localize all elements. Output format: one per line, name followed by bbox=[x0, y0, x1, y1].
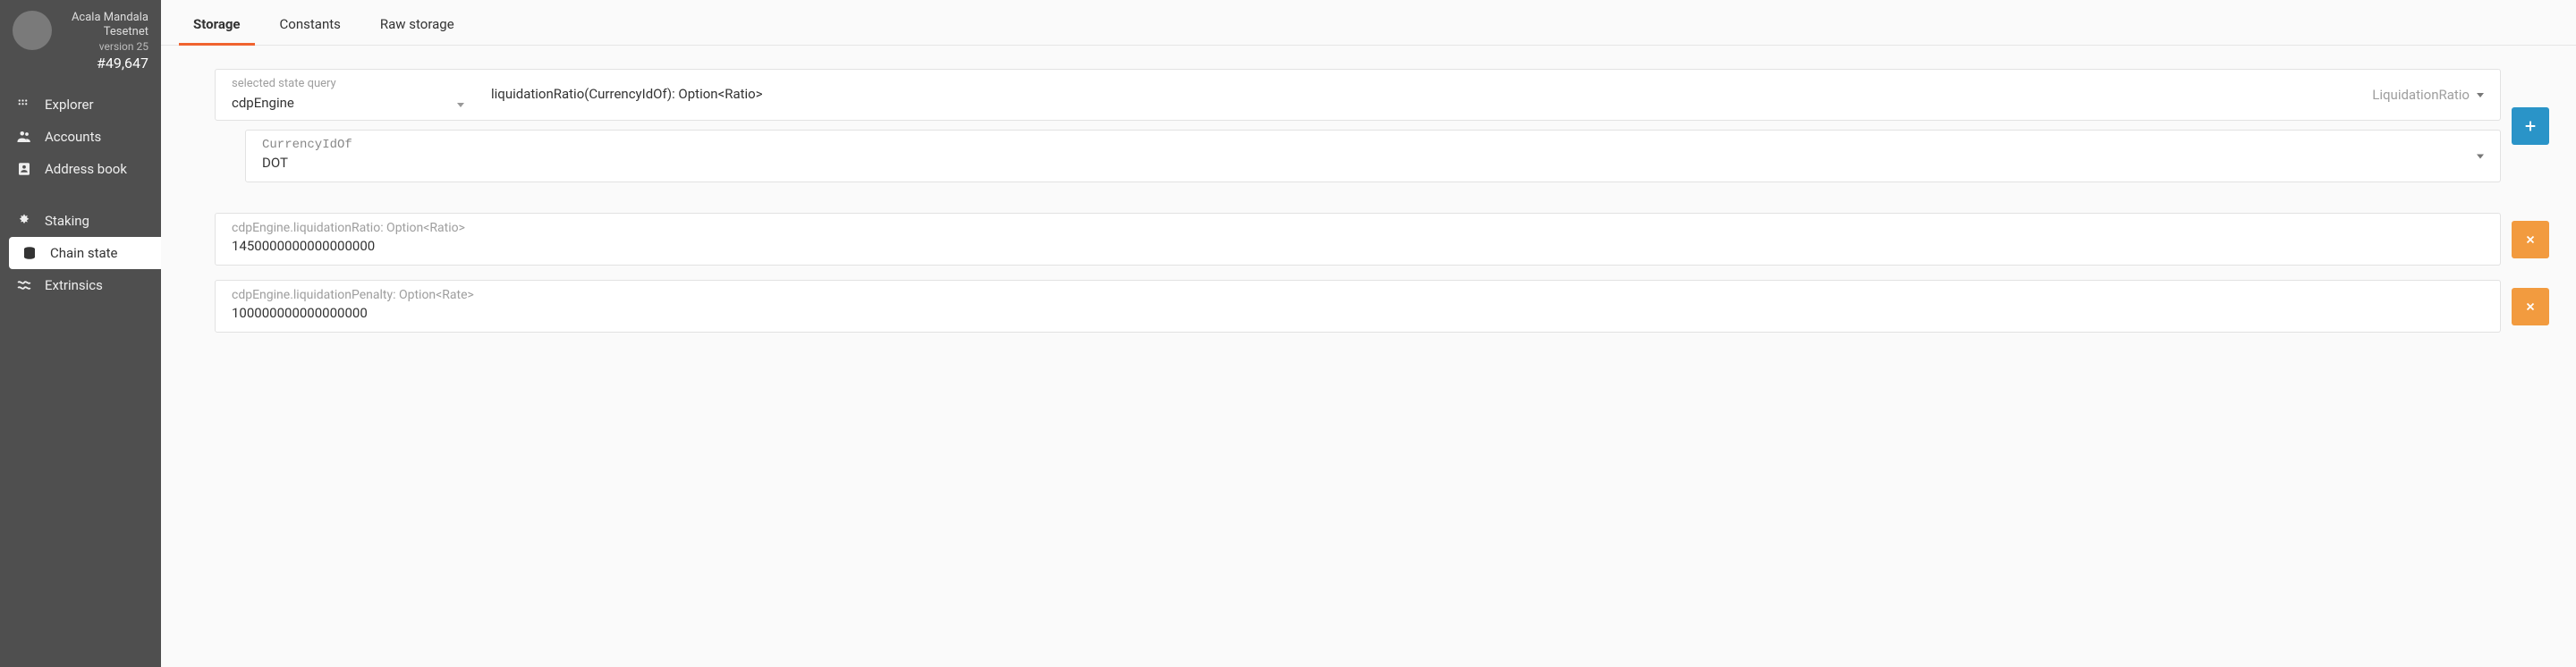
nav-item-extrinsics[interactable]: Extrinsics bbox=[0, 269, 161, 301]
explorer-icon bbox=[14, 97, 34, 113]
return-alias-label: LiquidationRatio bbox=[2372, 87, 2470, 103]
state-query-selector[interactable]: selected state query cdpEngine liquidati… bbox=[215, 69, 2501, 121]
chevron-down-icon bbox=[457, 103, 464, 107]
nav-item-staking[interactable]: Staking bbox=[0, 205, 161, 237]
sidebar-header: Acala Mandala Tesetnet version 25 #49,64… bbox=[0, 0, 161, 89]
nav-item-addressbook[interactable]: Address book bbox=[0, 153, 161, 185]
selector-label: selected state query bbox=[232, 77, 459, 90]
extrinsics-icon bbox=[14, 277, 34, 293]
addressbook-icon bbox=[14, 161, 34, 177]
network-block-number: #49,647 bbox=[61, 55, 148, 72]
param-selector[interactable]: CurrencyIdOf DOT bbox=[245, 130, 2501, 182]
module-value: cdpEngine bbox=[232, 95, 459, 111]
add-query-button[interactable] bbox=[2512, 107, 2549, 145]
network-name: Acala Mandala bbox=[61, 11, 148, 25]
tab-rawstorage[interactable]: Raw storage bbox=[375, 11, 460, 45]
query-builder: selected state query cdpEngine liquidati… bbox=[215, 69, 2549, 182]
tab-bar: Storage Constants Raw storage bbox=[161, 0, 2576, 46]
main-content: Storage Constants Raw storage selected s… bbox=[161, 0, 2576, 667]
result-value: 100000000000000000 bbox=[232, 305, 2484, 321]
nav-label: Accounts bbox=[45, 129, 101, 145]
return-type: LiquidationRatio bbox=[2356, 70, 2500, 120]
method-value: liquidationRatio(CurrencyIdOf): Option<R… bbox=[475, 70, 2356, 120]
chevron-down-icon bbox=[2477, 93, 2484, 97]
nav-label: Staking bbox=[45, 213, 89, 229]
sidebar: Acala Mandala Tesetnet version 25 #49,64… bbox=[0, 0, 161, 667]
nav-label: Explorer bbox=[45, 97, 94, 113]
remove-result-button[interactable] bbox=[2512, 221, 2549, 258]
tab-storage[interactable]: Storage bbox=[188, 11, 246, 45]
nav-label: Extrinsics bbox=[45, 277, 103, 293]
staking-icon bbox=[14, 213, 34, 229]
chevron-down-icon bbox=[2477, 154, 2484, 158]
chainstate-icon bbox=[20, 245, 39, 261]
query-result: cdpEngine.liquidationRatio: Option<Ratio… bbox=[215, 213, 2549, 266]
nav-item-explorer[interactable]: Explorer bbox=[0, 89, 161, 121]
result-value: 1450000000000000000 bbox=[232, 238, 2484, 254]
param-type-label: CurrencyIdOf bbox=[262, 138, 2484, 152]
result-label: cdpEngine.liquidationRatio: Option<Ratio… bbox=[232, 221, 2484, 235]
nav-label: Chain state bbox=[50, 245, 118, 261]
tab-constants[interactable]: Constants bbox=[275, 11, 346, 45]
nav-label: Address book bbox=[45, 161, 127, 177]
remove-result-button[interactable] bbox=[2512, 288, 2549, 325]
result-label: cdpEngine.liquidationPenalty: Option<Rat… bbox=[232, 288, 2484, 302]
nav-item-chainstate[interactable]: Chain state bbox=[9, 237, 161, 269]
param-value: DOT bbox=[262, 155, 2484, 171]
network-info: Acala Mandala Tesetnet version 25 #49,64… bbox=[61, 11, 148, 72]
query-result: cdpEngine.liquidationPenalty: Option<Rat… bbox=[215, 280, 2549, 333]
close-icon bbox=[2524, 233, 2537, 246]
nav-item-accounts[interactable]: Accounts bbox=[0, 121, 161, 153]
plus-icon bbox=[2523, 119, 2538, 133]
network-subtitle: Tesetnet bbox=[61, 25, 148, 39]
network-version: version 25 bbox=[61, 40, 148, 54]
accounts-icon bbox=[14, 129, 34, 145]
close-icon bbox=[2524, 300, 2537, 313]
avatar[interactable] bbox=[13, 11, 52, 50]
